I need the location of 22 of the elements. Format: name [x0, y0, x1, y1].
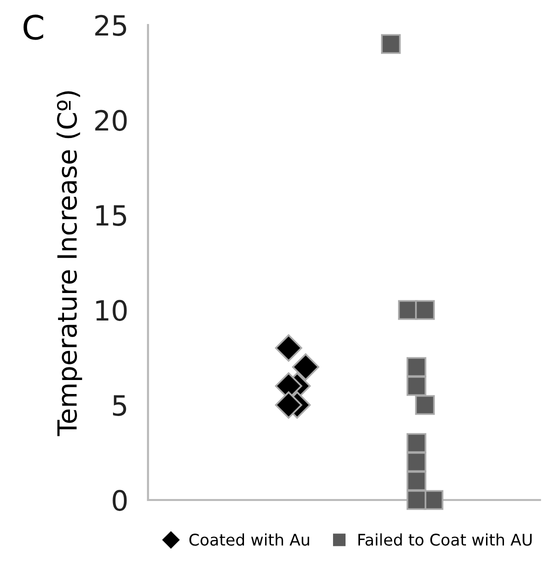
point — [381, 34, 401, 54]
point — [275, 334, 302, 362]
point — [406, 452, 426, 472]
y-tick-label: 0 — [112, 490, 127, 511]
y-axis-title: Temperature Increase (Cº) — [56, 91, 82, 436]
text: C — [24, 14, 44, 40]
point — [406, 471, 426, 491]
y-tick-label: 5 — [113, 395, 126, 416]
point — [406, 433, 426, 453]
y-tick-label: 10 — [96, 300, 127, 321]
point — [406, 376, 426, 396]
y-tick-label: 15 — [96, 205, 126, 226]
legend-label: Coated with Au — [189, 533, 310, 546]
point — [275, 391, 302, 419]
point — [406, 490, 426, 510]
point — [415, 395, 435, 415]
point — [406, 357, 426, 377]
y-tick-label: 25 — [95, 14, 126, 36]
point — [415, 300, 435, 320]
y-tick-label: 20 — [95, 110, 127, 131]
point — [292, 353, 320, 381]
legend-label: Failed to Coat with AU — [358, 533, 532, 546]
